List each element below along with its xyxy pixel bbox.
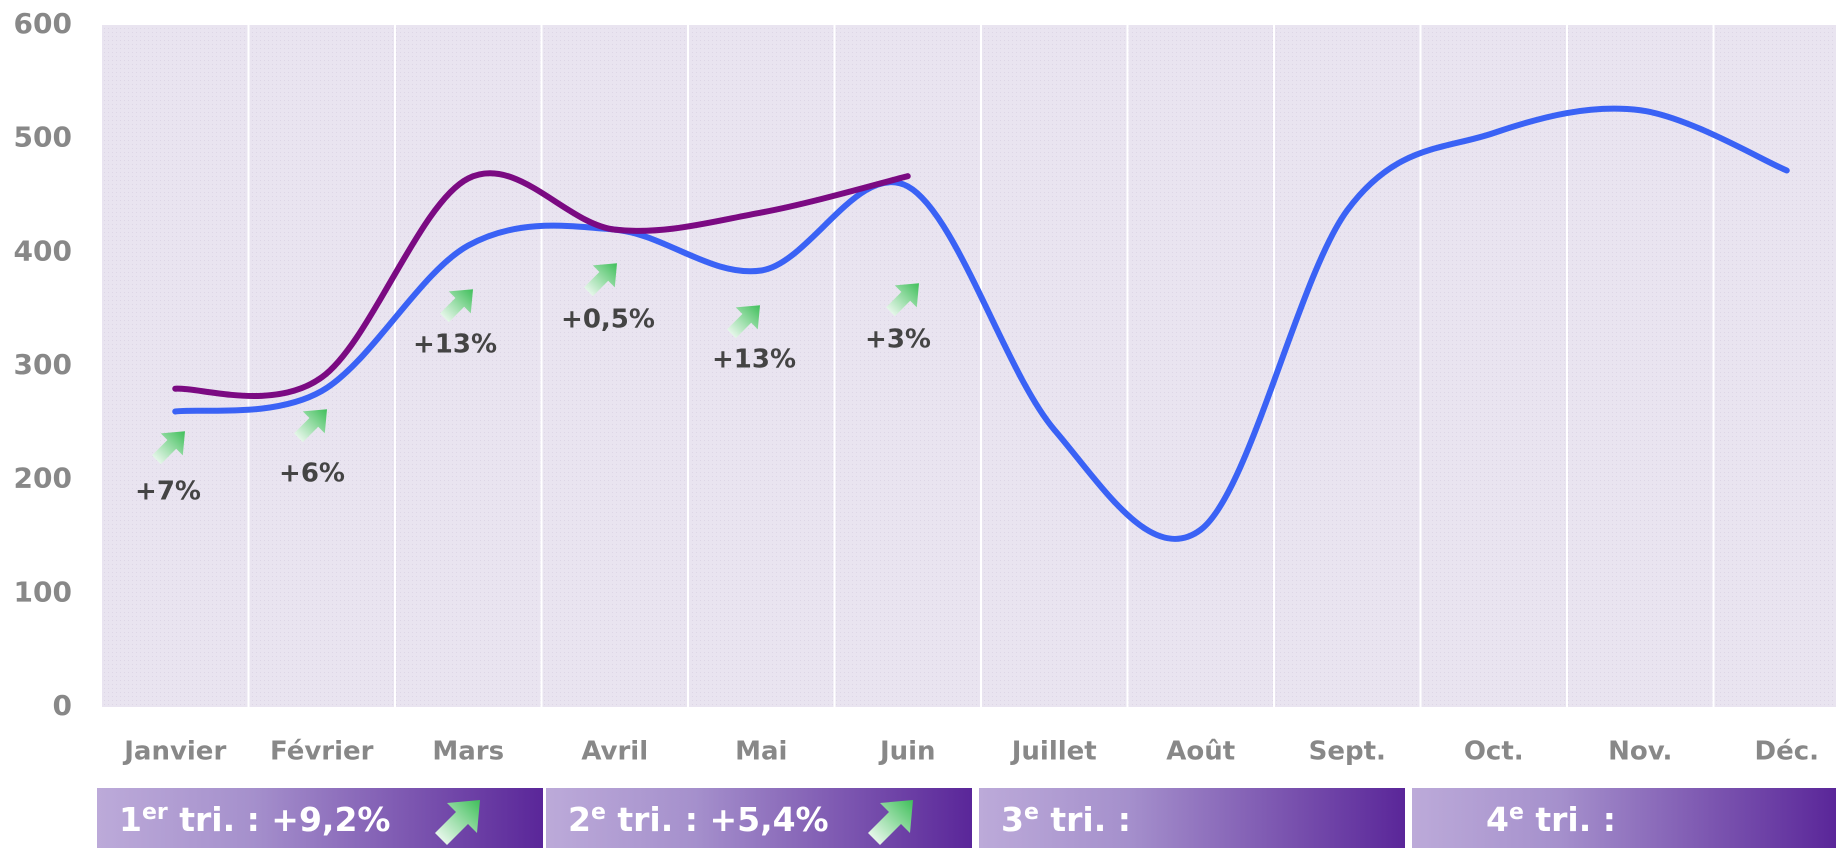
x-tick-label: Janvier — [122, 737, 226, 767]
annotation: +13% — [712, 345, 796, 375]
x-tick-label: Août — [1166, 737, 1235, 767]
annotation: +3% — [865, 325, 931, 355]
plot-area — [102, 25, 1836, 707]
x-tick-label: Mai — [735, 737, 787, 767]
x-tick-label: Nov. — [1608, 737, 1672, 767]
quarter-sup: er — [142, 800, 168, 825]
arrow-icon — [435, 800, 480, 845]
y-tick-label: 100 — [14, 575, 72, 608]
quarter-sup: e — [1024, 800, 1039, 825]
annotation: +13% — [413, 330, 497, 360]
quarter-text: tri. : — [1039, 800, 1131, 839]
x-tick-label: Juin — [878, 737, 936, 767]
quarter-label: 4e tri. : — [1486, 800, 1616, 839]
x-tick-label: Février — [270, 737, 374, 767]
arrow-icon — [886, 283, 919, 317]
quarter-num: 4 — [1486, 800, 1509, 839]
quarter-sup: e — [1509, 800, 1524, 825]
annotation: +6% — [279, 459, 345, 489]
x-tick-label: Oct. — [1464, 737, 1524, 767]
arrow-icon — [440, 289, 473, 323]
arrow-icon — [152, 431, 185, 465]
y-tick-label: 200 — [14, 462, 72, 495]
quarter-text: tri. : — [1524, 800, 1616, 839]
quarter-num: 2 — [568, 800, 591, 839]
x-tick-label: Mars — [432, 737, 504, 767]
quarter-box — [979, 788, 1405, 848]
annotation: +7% — [135, 477, 201, 507]
y-tick-label: 500 — [14, 121, 72, 154]
y-tick-label: 0 — [53, 689, 72, 722]
annotation: +0,5% — [561, 305, 655, 335]
quarter-label: 3e tri. : — [1001, 800, 1131, 839]
x-tick-label: Avril — [581, 737, 648, 767]
x-tick-label: Sept. — [1309, 737, 1386, 767]
quarter-num: 3 — [1001, 800, 1024, 839]
quarter-num: 1 — [119, 800, 142, 839]
x-tick-label: Juillet — [1010, 737, 1097, 767]
quarter-text: tri. : +9,2% — [168, 800, 391, 839]
arrow-icon — [584, 263, 617, 297]
arrow-icon — [868, 800, 913, 845]
quarter-label: 2e tri. : +5,4% — [568, 800, 829, 839]
quarter-text: tri. : +5,4% — [606, 800, 829, 839]
y-tick-label: 300 — [14, 348, 72, 381]
x-tick-label: Déc. — [1754, 737, 1819, 767]
arrow-icon — [294, 409, 327, 443]
y-tick-label: 400 — [14, 234, 72, 267]
line-series — [172, 170, 911, 399]
quarter-box — [1412, 788, 1836, 848]
line-series — [172, 105, 1790, 542]
quarter-sup: e — [591, 800, 606, 825]
quarter-label: 1er tri. : +9,2% — [119, 800, 390, 839]
y-tick-label: 600 — [14, 7, 72, 40]
arrow-icon — [727, 305, 760, 339]
